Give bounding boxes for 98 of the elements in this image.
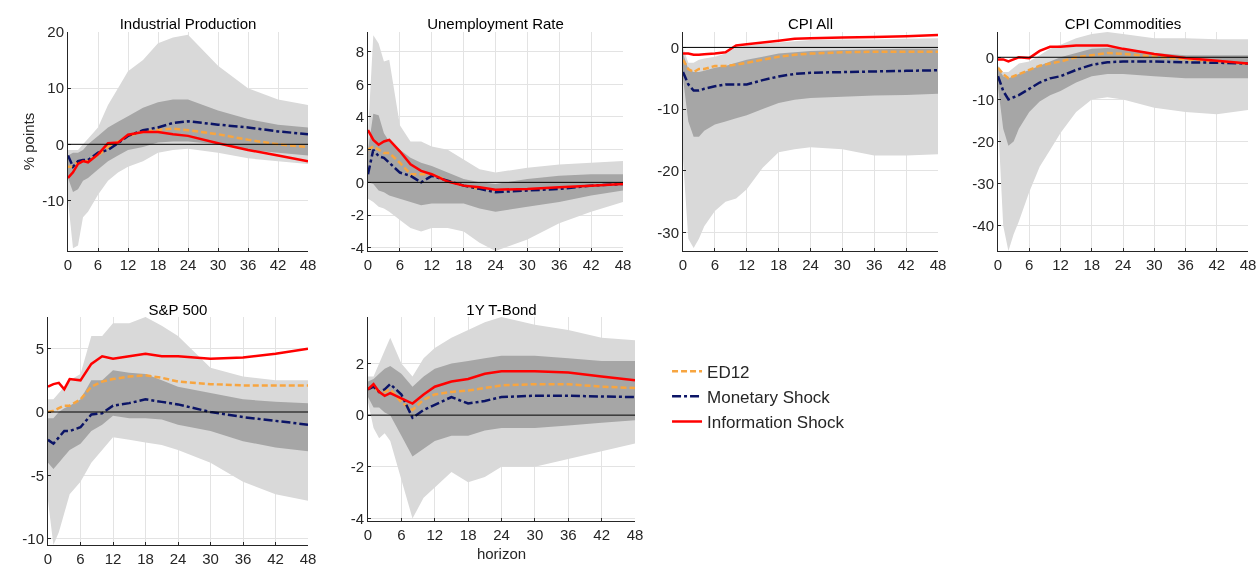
y-tick-label: -30 [972,174,994,192]
x-tick-label: 6 [93,256,103,273]
x-tick-label: 30 [526,526,544,543]
x-tick-label: 42 [1208,256,1226,273]
y-tick-label: -10 [22,529,44,547]
x-tick-label: 48 [299,550,317,567]
x-tick-label: 6 [395,256,405,273]
x-tick-label: 30 [519,256,536,273]
x-tick-label: 48 [1239,256,1257,273]
chart-title: Industrial Production [119,15,257,33]
x-tick-label: 30 [202,550,219,567]
y-tick-label: 8 [355,42,364,60]
chart-title: CPI Commodities [1064,15,1182,33]
y-tick-label: -4 [350,238,364,256]
chart-title: CPI All [787,15,834,33]
line-series [68,130,308,180]
x-tick-label: 30 [209,256,227,273]
y-tick-label: 6 [355,75,364,93]
x-tick-label: 36 [239,256,257,273]
x-tick-label: 12 [104,550,122,567]
x-tick-label: 42 [897,256,915,273]
x-tick-label: 48 [626,526,644,543]
y-tick-label: -2 [350,458,364,476]
y-tick-label: -4 [350,509,364,527]
y-tick-label: -20 [657,162,679,180]
line-series [368,382,635,419]
x-tick-label: 18 [459,526,477,543]
x-tick-label: 6 [397,526,406,543]
x-tick-label: 48 [929,256,947,273]
y-axis-title: % points [19,112,37,171]
legend-label: Monetary Shock [707,388,831,407]
y-tick-label: 0 [670,38,679,56]
y-tick-label: -5 [30,466,44,484]
y-tick-label: -2 [350,206,364,224]
x-tick-label: 24 [1114,256,1132,273]
y-tick-label: -30 [657,223,679,241]
x-tick-label: 12 [426,526,444,543]
x-tick-label: 24 [493,526,510,543]
line-series [48,347,308,391]
x-tick-label: 24 [802,256,819,273]
y-tick-label: 0 [55,135,64,153]
x-tick-label: 42 [593,526,610,543]
x-tick-label: 24 [487,256,504,273]
line-series [998,44,1248,65]
x-tick-label: 12 [119,256,137,273]
y-tick-label: 2 [355,354,364,372]
y-tick-label: 0 [35,403,44,421]
x-tick-label: 6 [76,550,85,567]
x-tick-label: 42 [269,256,287,273]
line-series [683,50,938,74]
line-series [368,128,623,191]
x-tick-label: 24 [179,256,197,273]
y-tick-label: -40 [972,216,994,234]
line-series [683,69,938,92]
y-tick-label: -10 [42,191,64,209]
y-tick-label: -10 [657,100,679,118]
line-series [48,374,308,414]
y-tick-label: 10 [47,79,64,97]
x-tick-label: 36 [234,550,252,567]
line-series [683,33,938,57]
x-tick-label: 30 [834,256,851,273]
line-series [368,369,635,405]
y-tick-label: 5 [35,339,44,357]
chart-title: S&P 500 [148,300,208,318]
x-axis-title: horizon [476,545,527,562]
x-tick-label: 18 [1083,256,1101,273]
x-tick-label: 18 [455,256,472,273]
x-tick-label: 42 [582,256,600,273]
y-tick-label: 4 [355,108,364,126]
x-tick-label: 12 [738,256,756,273]
chart-title: 1Y T-Bond [466,300,537,318]
x-tick-label: 18 [137,550,154,567]
x-tick-label: 36 [559,526,577,543]
line-series [48,398,308,445]
x-tick-label: 24 [169,550,187,567]
legend-label: ED12 [707,362,750,382]
x-tick-label: 18 [770,256,787,273]
x-tick-label: 12 [423,256,441,273]
x-tick-label: 36 [865,256,883,273]
x-tick-label: 36 [1177,256,1194,273]
y-tick-label: 0 [355,406,364,424]
x-tick-label: 30 [1145,256,1163,273]
y-tick-label: 0 [985,48,994,66]
y-tick-label: 2 [355,140,364,158]
y-tick-label: -10 [972,90,994,108]
x-tick-label: 36 [550,256,568,273]
y-tick-label: 0 [355,173,364,191]
legend-label: Information Shock [707,413,845,433]
x-tick-label: 48 [614,256,632,273]
x-tick-label: 18 [149,256,167,273]
y-tick-label: -20 [972,132,994,150]
x-tick-label: 6 [1025,256,1034,273]
x-tick-label: 6 [710,256,720,273]
x-tick-label: 12 [1052,256,1069,273]
x-tick-label: 48 [299,256,317,273]
x-tick-label: 42 [267,550,284,567]
chart-title: Unemployment Rate [427,15,564,33]
y-tick-label: 20 [47,23,64,41]
